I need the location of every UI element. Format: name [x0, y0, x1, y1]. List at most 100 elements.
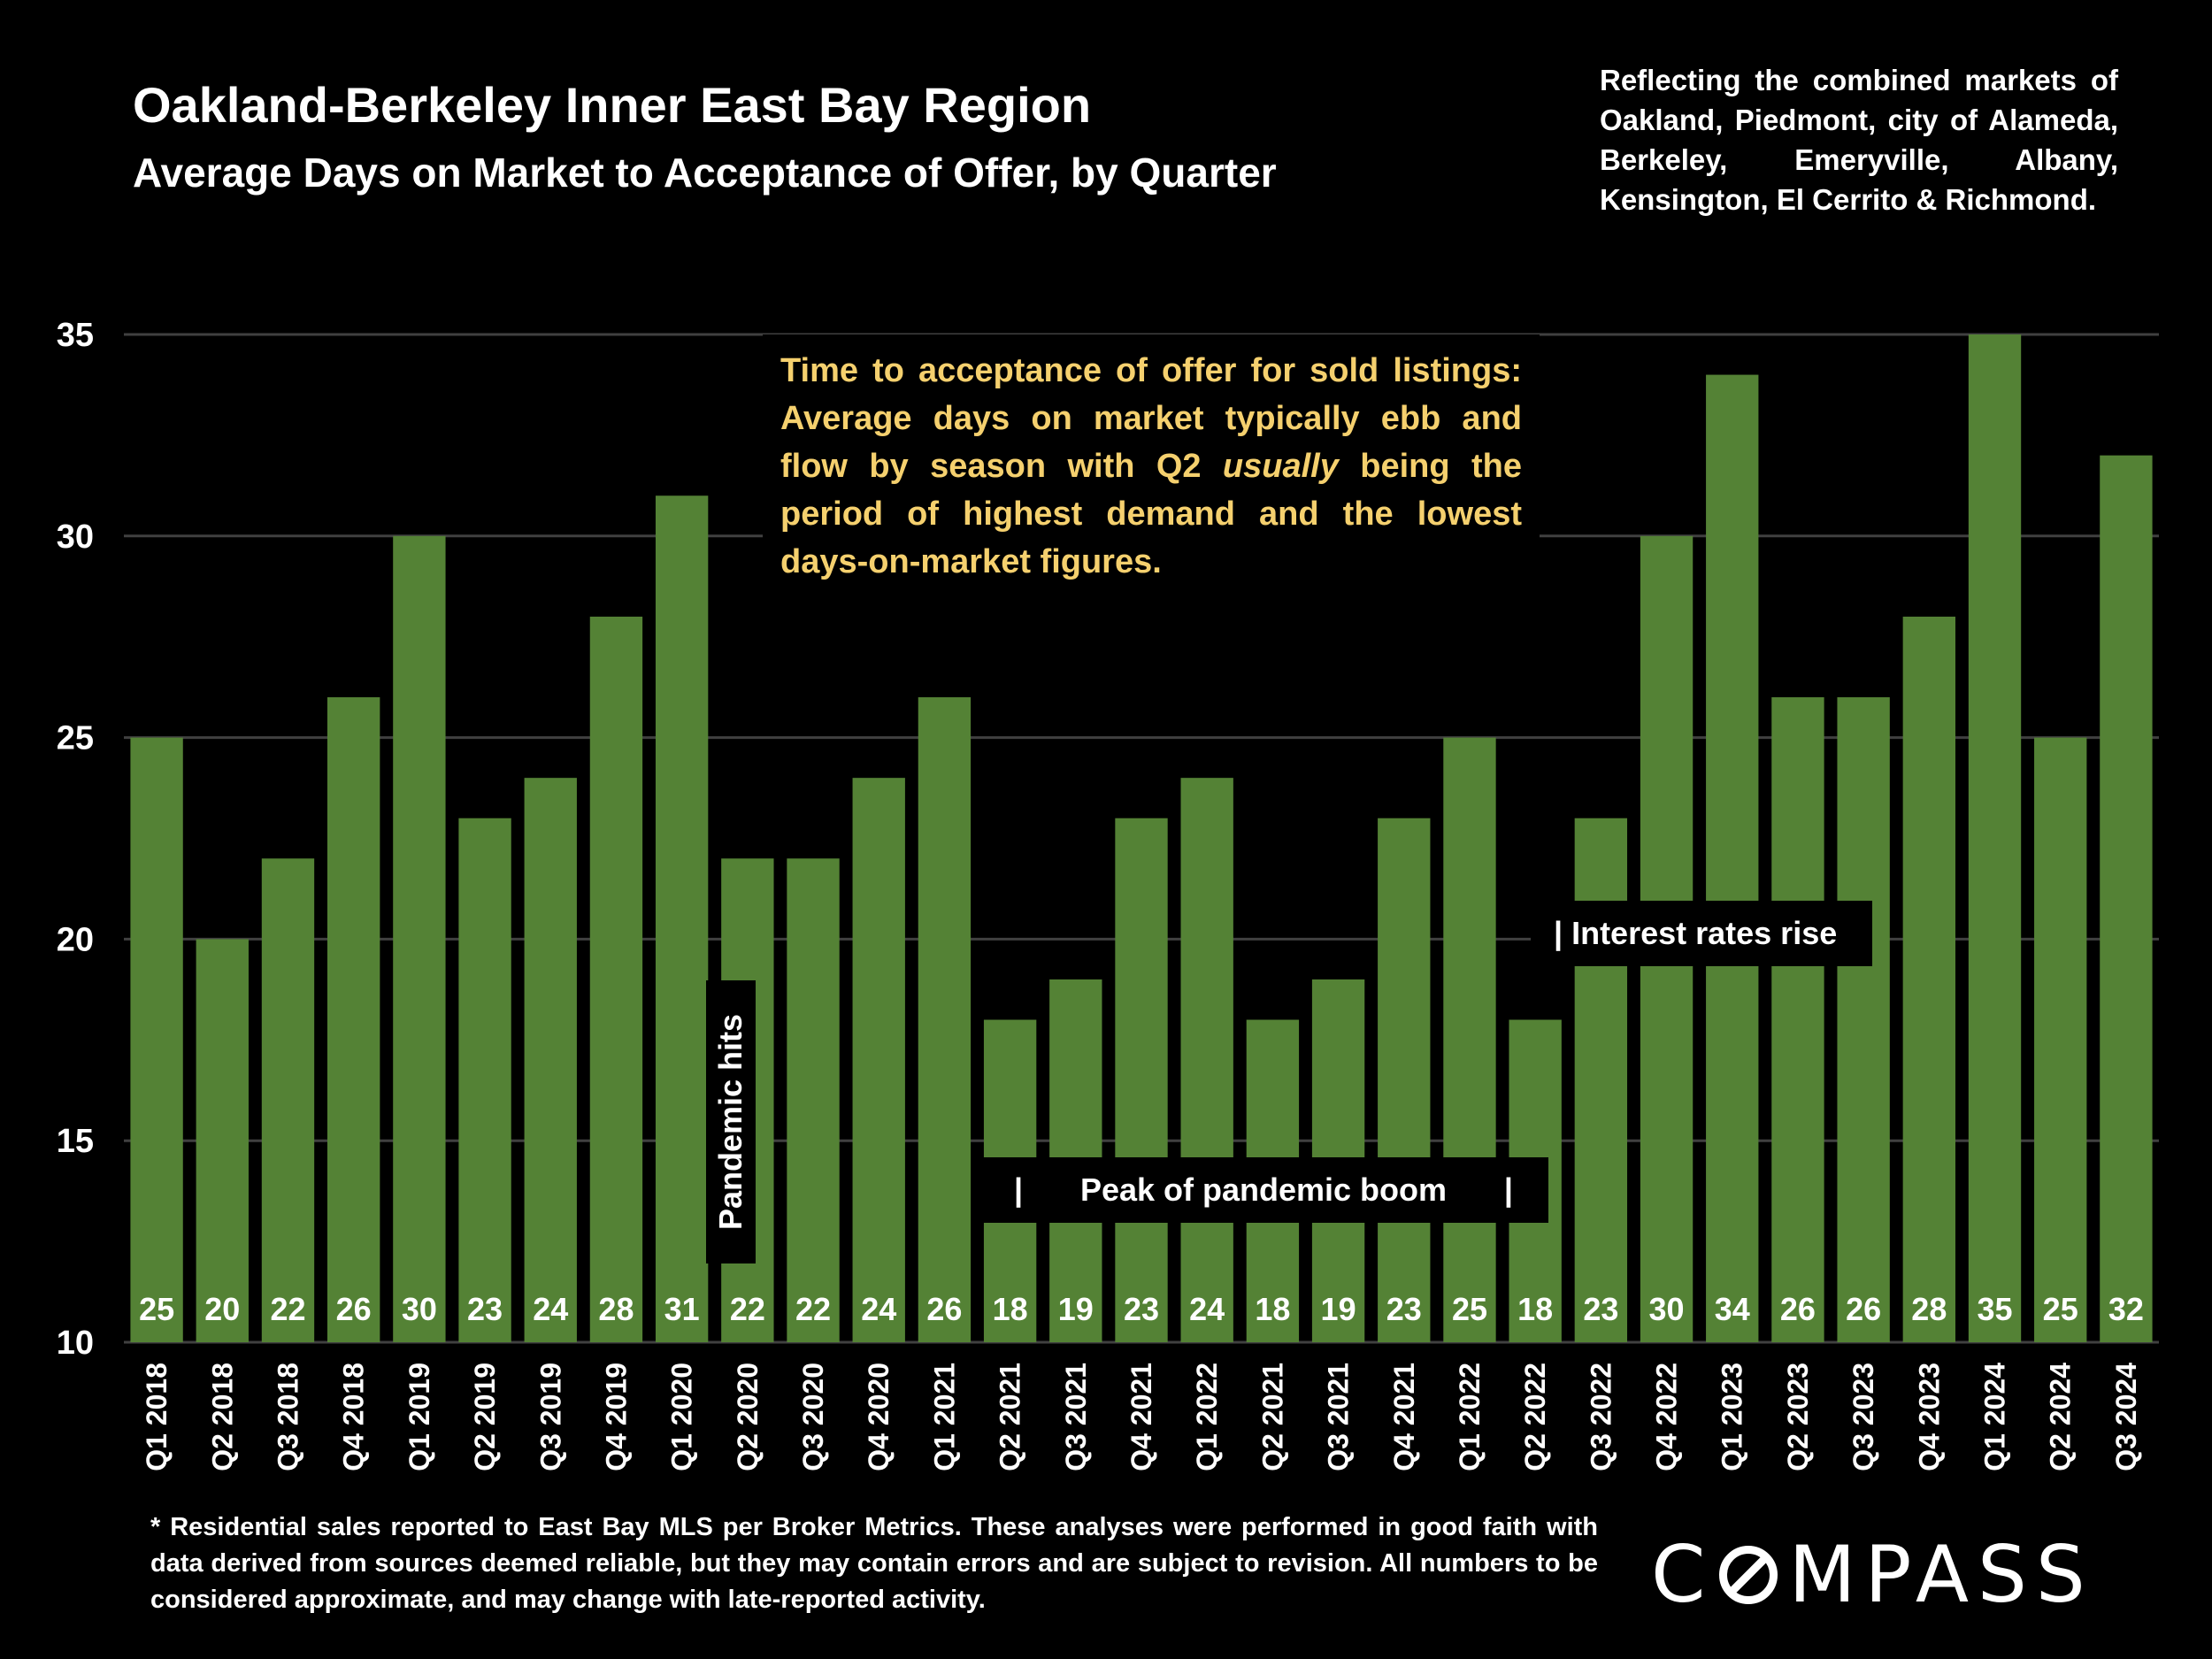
x-tick-label: Q2 2018 — [206, 1363, 238, 1471]
bar-value-label: 23 — [1386, 1291, 1422, 1327]
bar-value-label: 30 — [1649, 1291, 1685, 1327]
x-tick-label: Q1 2022 — [1454, 1363, 1486, 1471]
bar — [393, 535, 446, 1342]
x-tick-label: Q3 2024 — [2110, 1363, 2142, 1471]
bar — [1443, 737, 1496, 1342]
bar-value-label: 22 — [270, 1291, 305, 1327]
bar-value-label: 26 — [1846, 1291, 1881, 1327]
x-tick-label: Q4 2018 — [338, 1363, 370, 1471]
bar — [1378, 818, 1431, 1342]
bar — [1706, 374, 1759, 1342]
bar — [1574, 818, 1628, 1342]
chart-title: Oakland-Berkeley Inner East Bay Region — [133, 77, 1092, 133]
bar-value-label: 32 — [2108, 1291, 2144, 1327]
bar-value-label: 30 — [402, 1291, 437, 1327]
x-tick-label: Q1 2022 — [1191, 1363, 1223, 1471]
bar — [1837, 697, 1890, 1342]
y-tick-label: 25 — [57, 720, 94, 757]
bar — [589, 616, 643, 1342]
y-tick-label: 15 — [57, 1123, 94, 1160]
bar-value-label: 18 — [1517, 1291, 1553, 1327]
bar — [2100, 455, 2153, 1342]
bars — [130, 334, 2153, 1342]
x-tick-label: Q1 2018 — [141, 1363, 173, 1471]
bar-value-label: 23 — [1583, 1291, 1618, 1327]
bar — [524, 778, 577, 1342]
bar-value-label: 22 — [795, 1291, 831, 1327]
bar — [458, 818, 511, 1342]
bar-chart: 10 15 20 25 30 35 25 20 22 26 30 23 24 28 31 22 22 24 26 1… — [57, 317, 2159, 1471]
x-tick-label: Q2 2023 — [1782, 1363, 1814, 1471]
bar — [787, 858, 840, 1342]
bar — [655, 495, 709, 1342]
x-tick-label: Q2 2022 — [1519, 1363, 1551, 1471]
bar — [327, 697, 380, 1342]
x-tick-label: Q1 2021 — [928, 1363, 960, 1471]
x-tick-label: Q2 2021 — [995, 1363, 1026, 1471]
compass-o-icon — [1719, 1545, 1778, 1604]
bar-value-label: 22 — [730, 1291, 765, 1327]
bar — [196, 939, 249, 1342]
bar-value-label: 28 — [1911, 1291, 1947, 1327]
x-tick-label: Q4 2020 — [863, 1363, 895, 1471]
x-tick-label: Q1 2023 — [1717, 1363, 1748, 1471]
bar-value-label: 19 — [1321, 1291, 1356, 1327]
bar-value-label: 20 — [204, 1291, 240, 1327]
x-tick-label: Q3 2020 — [797, 1363, 829, 1471]
bar-value-label: 26 — [1780, 1291, 1816, 1327]
bar-value-label: 19 — [1058, 1291, 1094, 1327]
x-tick-label: Q4 2021 — [1388, 1363, 1420, 1471]
x-tick-label: Q3 2021 — [1323, 1363, 1355, 1471]
seasonality-callout: Time to acceptance of offer for sold lis… — [763, 334, 1540, 602]
x-tick-label: Q1 2024 — [1979, 1363, 2011, 1471]
markets-note: Reflecting the combined markets of Oakla… — [1600, 64, 2118, 216]
interest-rates-annotation: | Interest rates rise — [1531, 901, 1872, 966]
bar-value-label: 23 — [467, 1291, 503, 1327]
compass-logo: C MPASS — [1651, 1529, 2094, 1620]
x-tick-label: Q1 2019 — [403, 1363, 435, 1471]
x-tick-label: Q2 2020 — [732, 1363, 764, 1471]
bar — [1968, 334, 2022, 1342]
bar — [918, 697, 972, 1342]
value-labels: 25 20 22 26 30 23 24 28 31 22 22 24 26 18 19 23 24 18 19 23… — [139, 1291, 2144, 1327]
bar-value-label: 25 — [2043, 1291, 2078, 1327]
x-tick-label: Q1 2020 — [666, 1363, 698, 1471]
pandemic-peak-annotation: | Peak of pandemic boom | — [982, 1157, 1548, 1223]
bar — [852, 778, 905, 1342]
bar — [1771, 697, 1824, 1342]
bar — [1180, 778, 1233, 1342]
bar-value-label: 34 — [1715, 1291, 1750, 1327]
bar-value-label: 26 — [336, 1291, 372, 1327]
x-tick-label: Q4 2022 — [1651, 1363, 1683, 1471]
footnote: * Residential sales reported to East Bay… — [150, 1513, 1598, 1614]
callout-emphasis: usually — [1222, 448, 1339, 485]
pandemic-hits-annotation: Pandemic hits — [706, 980, 756, 1263]
bar — [1115, 818, 1168, 1342]
y-axis-ticks: 10 15 20 25 30 35 — [57, 317, 94, 1362]
x-tick-label: Q3 2022 — [1585, 1363, 1617, 1471]
bar-value-label: 35 — [1977, 1291, 2012, 1327]
y-tick-label: 20 — [57, 921, 94, 958]
bar-value-label: 31 — [664, 1291, 700, 1327]
bar-value-label: 18 — [993, 1291, 1028, 1327]
x-tick-label: Q4 2019 — [600, 1363, 632, 1471]
y-tick-label: 35 — [57, 317, 94, 354]
bar-value-label: 24 — [533, 1291, 568, 1327]
x-tick-label: Q2 2021 — [1256, 1363, 1288, 1471]
bar-value-label: 24 — [861, 1291, 896, 1327]
bar-value-label: 24 — [1189, 1291, 1225, 1327]
bar — [2034, 737, 2087, 1342]
bar-value-label: 26 — [926, 1291, 962, 1327]
x-tick-label: Q3 2021 — [1060, 1363, 1092, 1471]
x-tick-label: Q3 2018 — [272, 1363, 303, 1471]
x-axis-ticks: Q1 2018 Q2 2018 Q3 2018 Q4 2018 Q1 2019 Q2 20… — [141, 1363, 2142, 1471]
chart-subtitle: Average Days on Market to Acceptance of … — [133, 150, 1277, 196]
bar — [130, 737, 183, 1342]
bar — [1902, 616, 1955, 1342]
bar-value-label: 28 — [598, 1291, 634, 1327]
x-tick-label: Q3 2019 — [534, 1363, 566, 1471]
x-tick-label: Q4 2023 — [1913, 1363, 1945, 1471]
bar-value-label: 23 — [1124, 1291, 1159, 1327]
bar-value-label: 18 — [1255, 1291, 1290, 1327]
y-tick-label: 10 — [57, 1325, 94, 1362]
